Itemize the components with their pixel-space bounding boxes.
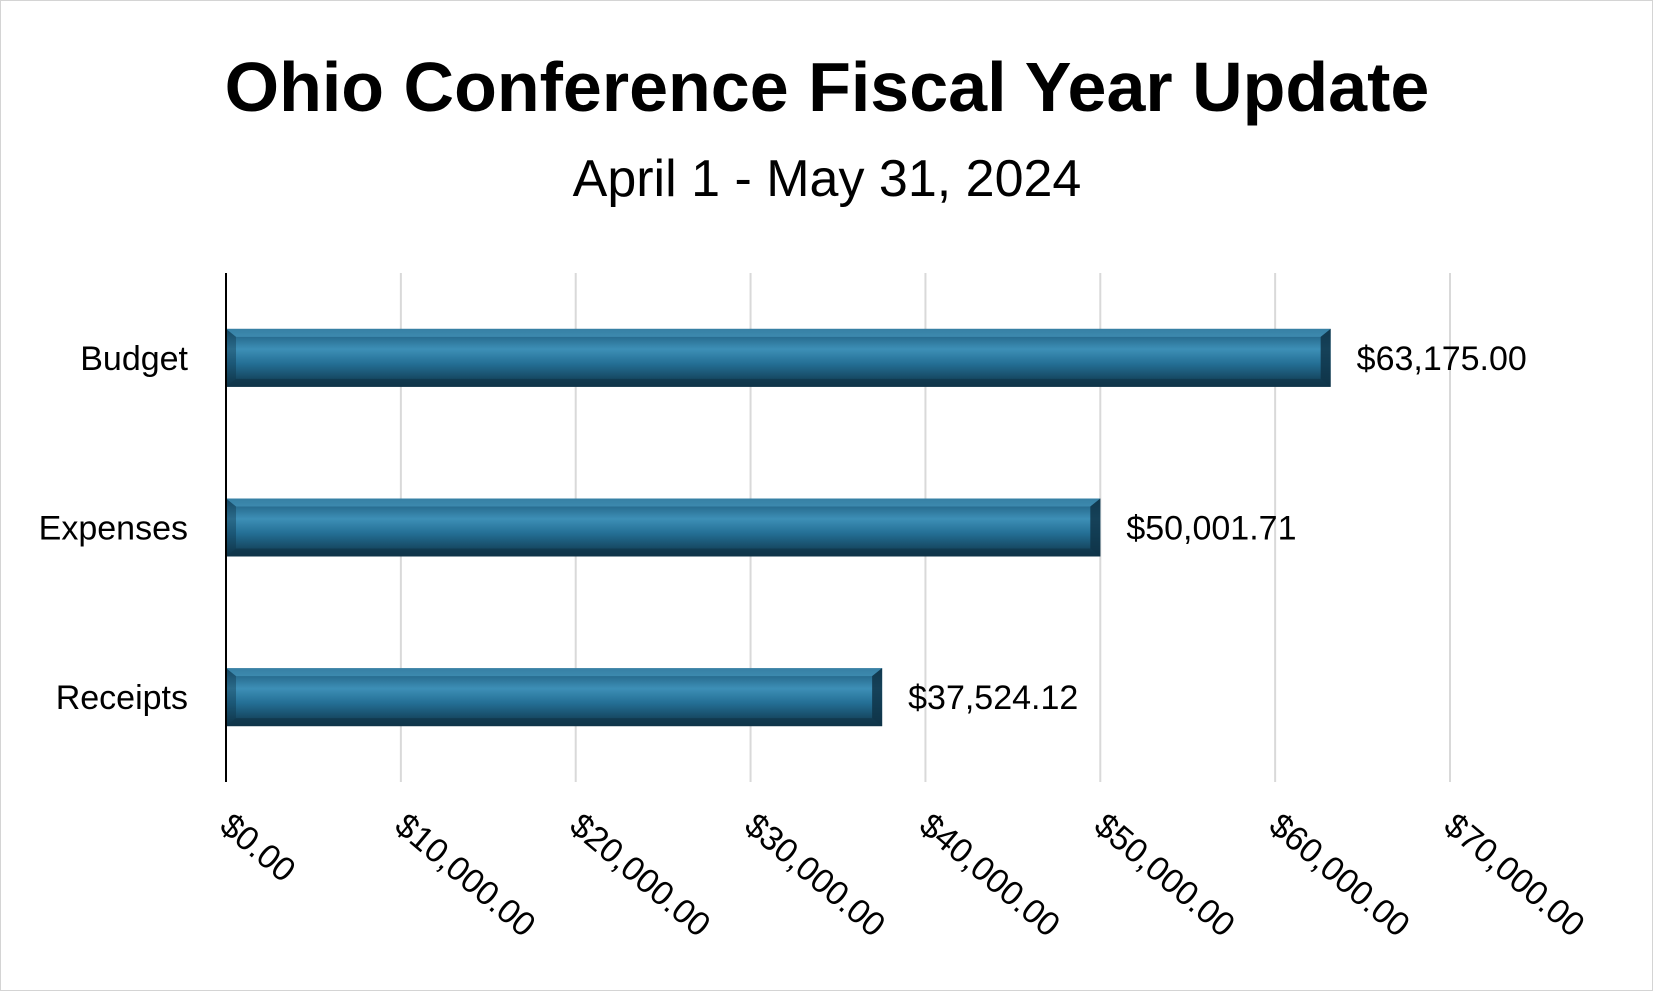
x-tick-label-4: $40,000.00 bbox=[912, 806, 1067, 944]
bar-fill-expenses bbox=[226, 498, 1101, 557]
data-label-budget: $63,175.00 bbox=[1357, 340, 1527, 378]
bar-bevel-start bbox=[226, 328, 236, 387]
bar-bevel-bottom bbox=[226, 378, 1331, 387]
x-tick-label-7: $70,000.00 bbox=[1437, 806, 1592, 944]
category-labels: Budget Expenses Receipts bbox=[39, 340, 189, 717]
bar-receipts bbox=[226, 668, 883, 727]
x-tick-label-1: $10,000.00 bbox=[388, 806, 543, 944]
category-label-budget: Budget bbox=[80, 340, 188, 378]
data-label-expenses: $50,001.71 bbox=[1126, 510, 1296, 548]
bar-fill-receipts bbox=[226, 668, 883, 727]
bar-budget bbox=[226, 328, 1331, 387]
bar-bevel-start bbox=[226, 668, 236, 727]
x-tick-label-3: $30,000.00 bbox=[737, 806, 892, 944]
data-labels: $63,175.00 $50,001.71 $37,524.12 bbox=[908, 340, 1527, 717]
bar-fill-budget bbox=[226, 328, 1331, 387]
bar-bevel-end bbox=[1090, 498, 1101, 557]
x-tick-label-0: $0.00 bbox=[213, 806, 303, 890]
bar-expenses bbox=[226, 498, 1101, 557]
bar-bevel-bottom bbox=[226, 718, 883, 727]
chart-title: Ohio Conference Fiscal Year Update bbox=[225, 48, 1430, 126]
x-tick-label-6: $60,000.00 bbox=[1262, 806, 1417, 944]
category-label-expenses: Expenses bbox=[39, 510, 188, 548]
chart-subtitle: April 1 - May 31, 2024 bbox=[573, 150, 1082, 208]
x-tick-label-2: $20,000.00 bbox=[563, 806, 718, 944]
bars bbox=[226, 328, 1331, 727]
category-label-receipts: Receipts bbox=[56, 679, 188, 717]
x-axis-tick-labels: $0.00 $10,000.00 $20,000.00 $30,000.00 $40,0… bbox=[213, 806, 1592, 944]
bar-bevel-start bbox=[226, 498, 236, 557]
bar-bevel-end bbox=[1320, 328, 1331, 387]
x-tick-label-5: $50,000.00 bbox=[1087, 806, 1242, 944]
bar-bevel-bottom bbox=[226, 548, 1101, 557]
bar-bevel-end bbox=[872, 668, 883, 727]
bar-bevel-top bbox=[226, 498, 1101, 507]
bar-bevel-top bbox=[226, 328, 1331, 337]
data-label-receipts: $37,524.12 bbox=[908, 679, 1078, 717]
bar-bevel-top bbox=[226, 668, 883, 677]
